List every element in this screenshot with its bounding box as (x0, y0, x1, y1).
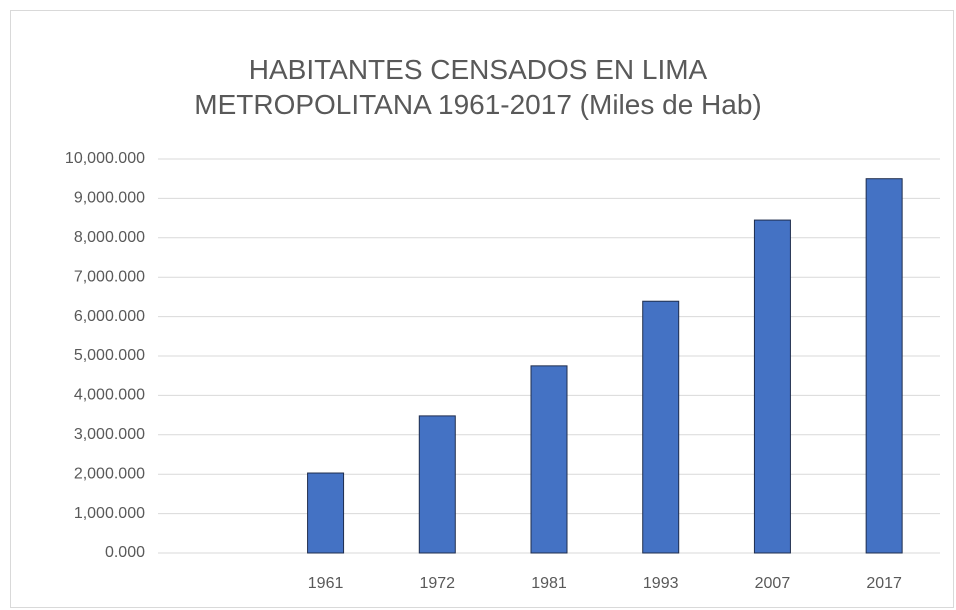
x-tick-label: 2017 (866, 575, 902, 592)
y-tick-label: 7,000.000 (74, 268, 145, 285)
y-tick-label: 8,000.000 (74, 229, 145, 246)
bar (307, 472, 345, 554)
y-tick-label: 3,000.000 (74, 426, 145, 443)
y-tick-label: 2,000.000 (74, 465, 145, 482)
bar (865, 178, 903, 554)
y-tick-label: 5,000.000 (74, 347, 145, 364)
bar (530, 365, 568, 554)
x-tick-label: 2007 (755, 575, 791, 592)
x-tick-label: 1961 (308, 575, 344, 592)
y-tick-label: 10,000.000 (65, 150, 145, 167)
bar (753, 219, 791, 554)
x-tick-label: 1993 (643, 575, 679, 592)
bar (418, 415, 456, 554)
x-tick-label: 1981 (531, 575, 567, 592)
x-tick-label: 1972 (419, 575, 455, 592)
y-tick-label: 0.000 (105, 544, 145, 561)
chart-title: HABITANTES CENSADOS EN LIMA METROPOLITAN… (194, 54, 762, 120)
y-tick-label: 4,000.000 (74, 387, 145, 404)
y-tick-label: 6,000.000 (74, 308, 145, 325)
bar (642, 300, 680, 554)
y-tick-label: 9,000.000 (74, 190, 145, 207)
y-tick-label: 1,000.000 (74, 505, 145, 522)
chart-frame (10, 10, 954, 608)
